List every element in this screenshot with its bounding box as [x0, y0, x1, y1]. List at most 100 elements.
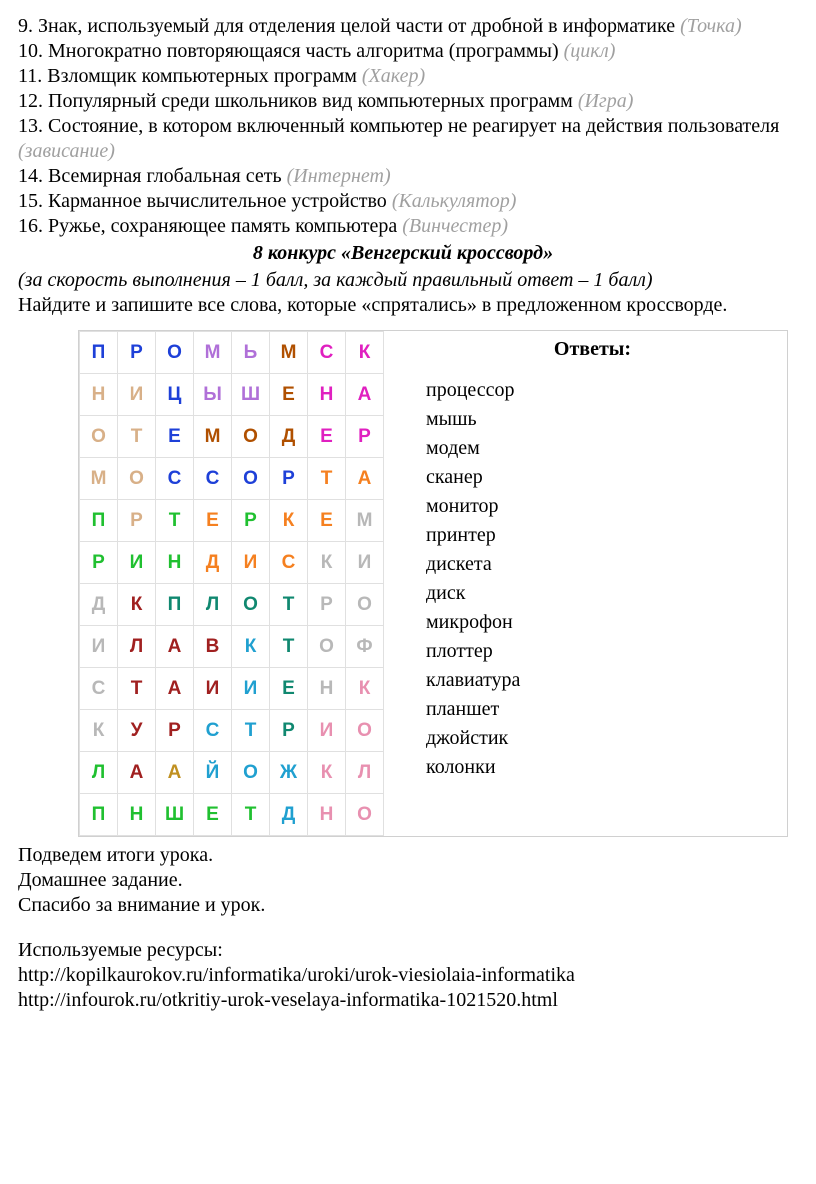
grid-cell: О — [232, 752, 270, 794]
grid-cell: О — [232, 416, 270, 458]
grid-cell: К — [346, 332, 384, 374]
question-line: 16. Ружье, сохраняющее память компьютера… — [18, 214, 788, 239]
grid-cell: Т — [118, 416, 156, 458]
grid-cell: В — [194, 626, 232, 668]
grid-cell: Е — [308, 416, 346, 458]
grid-cell: Е — [194, 500, 232, 542]
answer-item: процессор — [426, 376, 771, 405]
grid-cell: Р — [270, 710, 308, 752]
grid-cell: Н — [118, 794, 156, 836]
grid-cell: И — [194, 668, 232, 710]
grid-cell: Д — [80, 584, 118, 626]
grid-cell: А — [156, 626, 194, 668]
question-text: 10. Многократно повторяющаяся часть алго… — [18, 40, 564, 62]
grid-cell: С — [194, 710, 232, 752]
grid-cell: Ш — [232, 374, 270, 416]
question-line: 13. Состояние, в котором включенный комп… — [18, 114, 788, 164]
question-answer: (Игра) — [578, 90, 634, 112]
grid-cell: К — [118, 584, 156, 626]
grid-cell: М — [80, 458, 118, 500]
resources-list: http://kopilkaurokov.ru/informatika/urok… — [18, 963, 788, 1013]
contest-title: 8 конкурс «Венгерский кроссворд» — [18, 241, 788, 266]
grid-cell: А — [346, 374, 384, 416]
grid-cell: К — [80, 710, 118, 752]
questions-list: 9. Знак, используемый для отделения цело… — [18, 14, 788, 239]
question-line: 12. Популярный среди школьников вид комп… — [18, 89, 788, 114]
grid-cell: Т — [270, 584, 308, 626]
answer-item: принтер — [426, 521, 771, 550]
grid-cell: С — [270, 542, 308, 584]
grid-cell: Ф — [346, 626, 384, 668]
grid-cell: Н — [308, 374, 346, 416]
grid-cell: А — [346, 458, 384, 500]
grid-cell: О — [346, 584, 384, 626]
grid-cell: М — [194, 332, 232, 374]
question-answer: (Точка) — [680, 15, 742, 37]
question-line: 14. Всемирная глобальная сеть (Интернет) — [18, 164, 788, 189]
grid-cell: О — [232, 458, 270, 500]
grid-cell: Р — [80, 542, 118, 584]
question-text: 13. Состояние, в котором включенный комп… — [18, 115, 779, 137]
grid-cell: Ы — [194, 374, 232, 416]
grid-cell: М — [194, 416, 232, 458]
grid-cell: О — [346, 710, 384, 752]
grid-cell: К — [346, 668, 384, 710]
question-text: 9. Знак, используемый для отделения цело… — [18, 15, 680, 37]
answer-item: колонки — [426, 753, 771, 782]
grid-cell: О — [232, 584, 270, 626]
grid-cell: С — [80, 668, 118, 710]
answer-item: клавиатура — [426, 666, 771, 695]
grid-cell: Ж — [270, 752, 308, 794]
question-answer: (Калькулятор) — [392, 190, 517, 212]
grid-cell: О — [156, 332, 194, 374]
grid-cell: И — [118, 374, 156, 416]
grid-cell: Е — [308, 500, 346, 542]
answer-item: планшет — [426, 695, 771, 724]
answer-item: сканер — [426, 463, 771, 492]
resource-link: http://infourok.ru/otkritiy-urok-veselay… — [18, 988, 788, 1013]
letter-grid: ПРОМЬМСКНИЦЫШЕНАОТЕМОДЕРМОССОРТАПРТЕРКЕМ… — [79, 331, 384, 836]
grid-cell: Л — [194, 584, 232, 626]
instruction-text: Найдите и запишите все слова, которые «с… — [18, 293, 788, 318]
grid-cell: Е — [194, 794, 232, 836]
answer-item: модем — [426, 434, 771, 463]
question-line: 15. Карманное вычислительное устройство … — [18, 189, 788, 214]
answer-item: диск — [426, 579, 771, 608]
question-answer: (Интернет) — [287, 165, 391, 187]
resource-link: http://kopilkaurokov.ru/informatika/urok… — [18, 963, 788, 988]
grid-cell: Р — [232, 500, 270, 542]
question-answer: (Винчестер) — [402, 215, 508, 237]
grid-cell: Е — [156, 416, 194, 458]
grid-cell: П — [156, 584, 194, 626]
grid-cell: Т — [232, 794, 270, 836]
grid-cell: Т — [232, 710, 270, 752]
grid-cell: Д — [270, 794, 308, 836]
grid-cell: Р — [156, 710, 194, 752]
grid-cell: И — [346, 542, 384, 584]
grid-cell: А — [156, 668, 194, 710]
footer-line: Спасибо за внимание и урок. — [18, 893, 788, 918]
answer-item: плоттер — [426, 637, 771, 666]
grid-cell: Л — [118, 626, 156, 668]
grid-cell: О — [80, 416, 118, 458]
answer-item: мышь — [426, 405, 771, 434]
grid-cell: Р — [308, 584, 346, 626]
answer-item: микрофон — [426, 608, 771, 637]
grid-cell: О — [346, 794, 384, 836]
question-line: 9. Знак, используемый для отделения цело… — [18, 14, 788, 39]
grid-cell: С — [308, 332, 346, 374]
grid-cell: Н — [308, 668, 346, 710]
grid-cell: У — [118, 710, 156, 752]
grid-cell: О — [308, 626, 346, 668]
answer-item: джойстик — [426, 724, 771, 753]
grid-cell: К — [308, 542, 346, 584]
grid-cell: И — [232, 668, 270, 710]
grid-cell: Т — [270, 626, 308, 668]
grid-cell: П — [80, 500, 118, 542]
grid-cell: М — [346, 500, 384, 542]
question-text: 11. Взломщик компьютерных программ — [18, 65, 362, 87]
answer-item: монитор — [426, 492, 771, 521]
answers-list: процессормышьмодемсканермониторпринтер ди… — [414, 376, 771, 782]
grid-cell: Л — [346, 752, 384, 794]
grid-cell: Р — [270, 458, 308, 500]
